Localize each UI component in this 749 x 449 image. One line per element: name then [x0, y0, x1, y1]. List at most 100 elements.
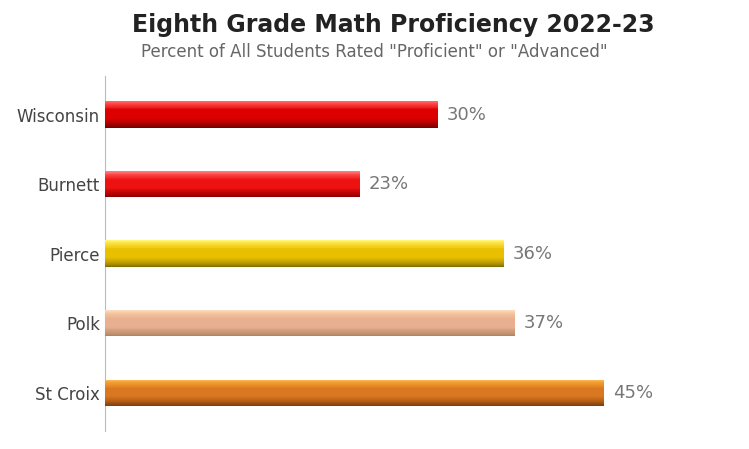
Bar [105, 328, 515, 329]
Bar [105, 116, 437, 117]
Bar [105, 325, 515, 326]
Bar [105, 187, 360, 188]
Bar [105, 182, 360, 183]
Bar [105, 189, 360, 190]
Bar [105, 177, 360, 178]
Bar [105, 126, 437, 127]
Bar [105, 400, 604, 401]
Bar [105, 109, 437, 110]
Bar [105, 110, 437, 111]
Bar [105, 314, 515, 315]
Bar [105, 262, 504, 263]
Bar [105, 114, 437, 115]
Title: Eighth Grade Math Proficiency 2022-23: Eighth Grade Math Proficiency 2022-23 [132, 13, 655, 37]
Bar [105, 173, 360, 174]
Bar [105, 399, 604, 400]
Bar [105, 257, 504, 258]
Bar [105, 252, 504, 253]
Bar [105, 333, 515, 334]
Bar [105, 113, 437, 114]
Bar [105, 256, 504, 257]
Bar [105, 263, 504, 264]
Bar [105, 319, 515, 320]
Bar [105, 389, 604, 390]
Bar [105, 317, 515, 318]
Bar [105, 246, 504, 247]
Bar [105, 393, 604, 394]
Bar [105, 192, 360, 193]
Bar [105, 388, 604, 389]
Bar [105, 250, 504, 251]
Bar [105, 313, 515, 314]
Bar [105, 174, 360, 175]
Bar [105, 120, 437, 121]
Bar [105, 315, 515, 316]
Bar [105, 103, 437, 104]
Bar [105, 196, 360, 197]
Bar [105, 193, 360, 194]
Bar [105, 125, 437, 126]
Bar [105, 392, 604, 393]
Bar [105, 310, 515, 311]
Bar [105, 118, 437, 119]
Bar [105, 119, 437, 120]
Bar [105, 186, 360, 187]
Bar [105, 326, 515, 327]
Bar [105, 190, 360, 191]
Bar [105, 124, 437, 125]
Bar [105, 329, 515, 330]
Bar [105, 107, 437, 108]
Bar [105, 266, 504, 267]
Bar [105, 394, 604, 395]
Bar [105, 188, 360, 189]
Bar [105, 383, 604, 384]
Bar [105, 312, 515, 313]
Bar [105, 245, 504, 246]
Bar [105, 258, 504, 259]
Bar [105, 244, 504, 245]
Bar [105, 318, 515, 319]
Bar [105, 323, 515, 324]
Bar [105, 102, 437, 103]
Bar [105, 382, 604, 383]
Bar [105, 108, 437, 109]
Bar [105, 241, 504, 242]
Bar [105, 330, 515, 331]
Bar [105, 260, 504, 261]
Bar [105, 380, 604, 381]
Bar [105, 395, 604, 396]
Bar [105, 254, 504, 255]
Text: 45%: 45% [613, 384, 653, 402]
Bar [105, 390, 604, 391]
Bar [105, 184, 360, 185]
Bar [105, 121, 437, 122]
Bar [105, 384, 604, 385]
Bar [105, 316, 515, 317]
Bar [105, 321, 515, 322]
Text: 37%: 37% [524, 314, 564, 332]
Bar [105, 195, 360, 196]
Bar [105, 172, 360, 173]
Bar [105, 397, 604, 398]
Bar [105, 171, 360, 172]
Bar [105, 243, 504, 244]
Bar [105, 401, 604, 402]
Bar [105, 403, 604, 404]
Bar [105, 112, 437, 113]
Bar [105, 331, 515, 332]
Bar [105, 247, 504, 248]
Text: Percent of All Students Rated "Proficient" or "Advanced": Percent of All Students Rated "Proficien… [142, 43, 607, 61]
Bar [105, 180, 360, 181]
Bar [105, 381, 604, 382]
Bar [105, 185, 360, 186]
Bar [105, 335, 515, 336]
Bar [105, 253, 504, 254]
Text: 36%: 36% [513, 245, 553, 263]
Text: 23%: 23% [369, 175, 409, 193]
Bar [105, 327, 515, 328]
Bar [105, 111, 437, 112]
Bar [105, 396, 604, 397]
Bar [105, 402, 604, 403]
Bar [105, 115, 437, 116]
Bar [105, 311, 515, 312]
